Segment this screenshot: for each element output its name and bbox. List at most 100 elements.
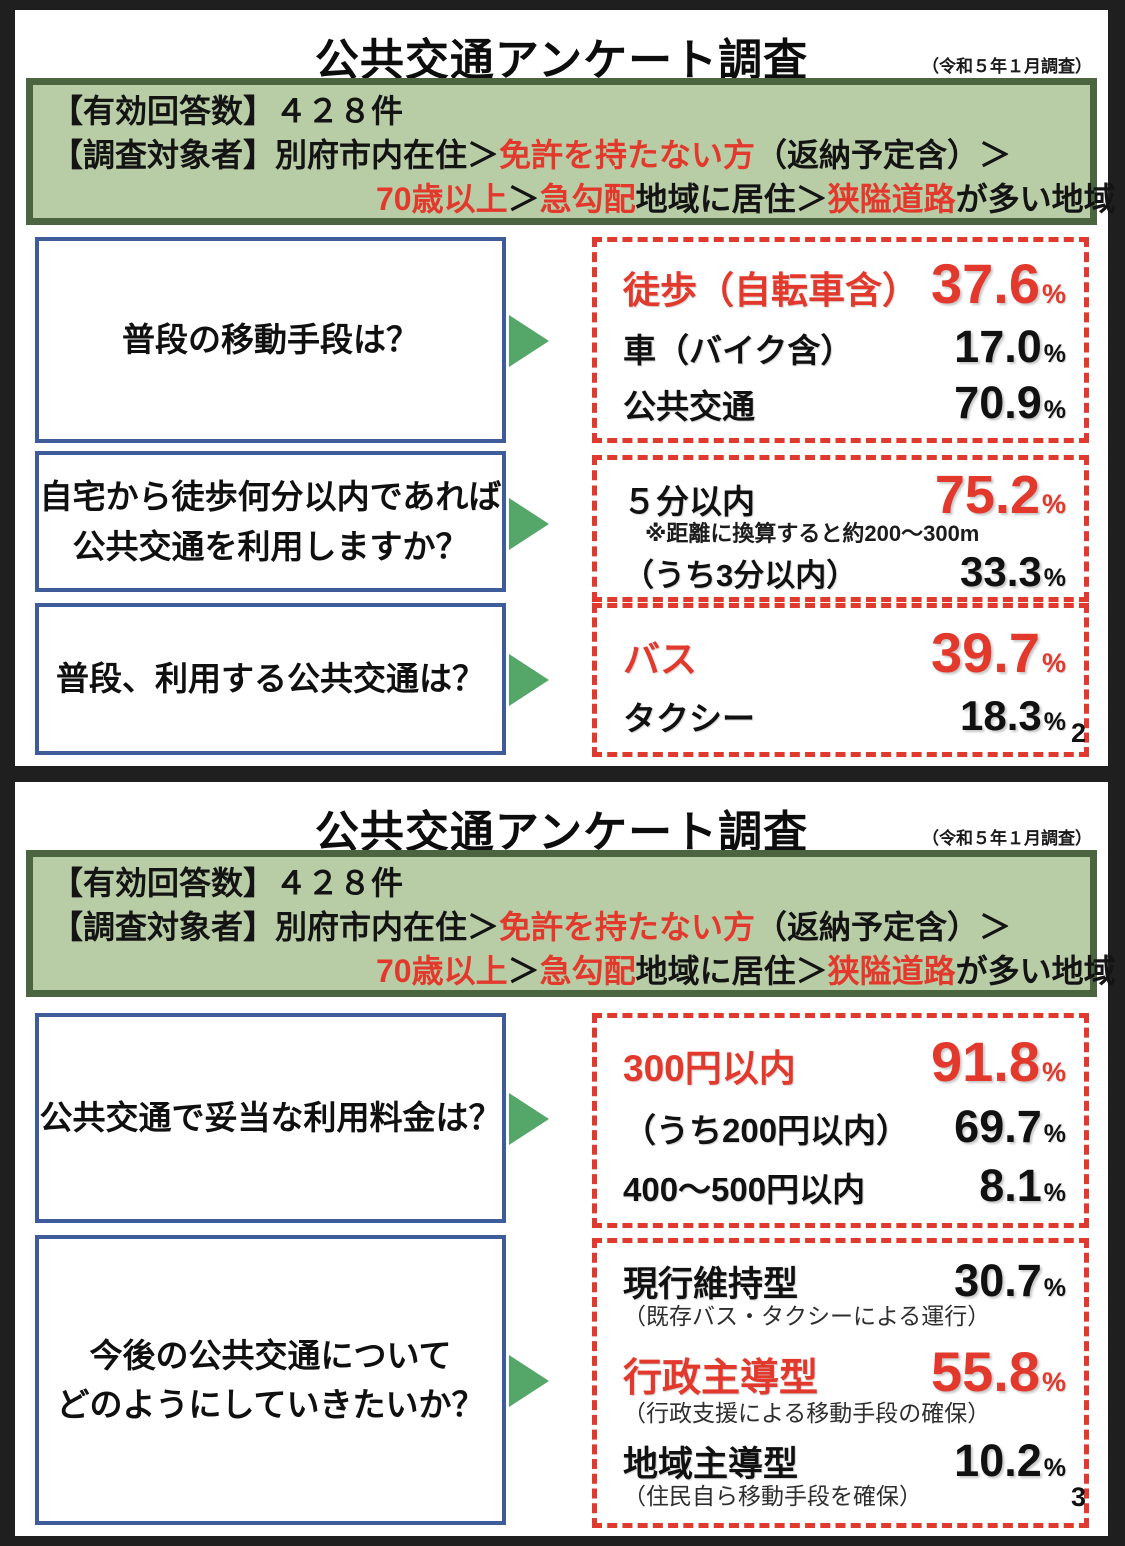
answer-row: 現行維持型 30.7% (611, 1255, 1070, 1307)
survey-line-targets-2: 70歳以上＞急勾配地域に居住＞狭隘道路が多い地域 (51, 177, 1116, 221)
answer-group: 行政主導型 55.8% （行政支援による移動手段の確保） (611, 1339, 1070, 1428)
answer-group: 現行維持型 30.7% （既存バス・タクシーによる運行） (611, 1255, 1070, 1331)
percent-sign: % (1043, 396, 1066, 425)
answer-row: バス 39.7% (611, 620, 1070, 685)
answer-label: （うち200円以内） (623, 1112, 910, 1149)
answer-note: ※距離に換算すると約200～300m (645, 521, 980, 546)
answer-row: （うち200円以内） 69.7% (611, 1101, 1070, 1153)
answer-value: 75.2% (934, 465, 1066, 525)
answer-caption: （行政支援による移動手段の確保） (623, 1399, 991, 1426)
answer-panel-1: 300円以内 91.8% （うち200円以内） 69.7% 400～500円以内… (592, 1013, 1089, 1228)
percent-sign: % (1043, 1273, 1066, 1302)
percent-sign: % (1041, 647, 1066, 678)
answer-panel-2: ５分以内 75.2% ※距離に換算すると約200～300m （うち3分以内） 3… (592, 455, 1089, 602)
percent-sign: % (1041, 489, 1066, 519)
survey-text-highlight: 急勾配 (539, 181, 636, 217)
answer-value: 8.1% (979, 1160, 1066, 1211)
percent-sign: % (1043, 1120, 1066, 1148)
survey-text: 地域に居住＞ (635, 953, 828, 989)
answer-value: 37.6% (930, 251, 1066, 315)
answer-label: バス (623, 638, 697, 680)
answer-row: 徒歩（自転車含） 37.6% (611, 251, 1070, 316)
slide-title-note: （令和５年１月調査） (922, 829, 1092, 848)
page-number: 3 (1070, 1482, 1086, 1512)
answer-row: 300円以内 91.8% (611, 1029, 1070, 1094)
answer-caption: （既存バス・タクシーによる運行） (623, 1302, 991, 1329)
answer-value: 30.7% (954, 1254, 1066, 1306)
survey-text-highlight: 狭隘道路 (827, 181, 956, 217)
question-box-2: 自宅から徒歩何分以内であれば 公共交通を利用しますか？ (35, 451, 506, 592)
answer-row: （うち3分以内） 33.3% (611, 548, 1070, 596)
survey-text-highlight: 免許を持たない方 (499, 137, 756, 173)
answer-label: 現行維持型 (623, 1264, 799, 1304)
slide-2: 公共交通アンケート調査 （令和５年１月調査） 【有効回答数】４２８件 【調査対象… (15, 782, 1116, 1536)
survey-text-highlight: 急勾配 (539, 953, 636, 989)
answer-value: 70.9% (954, 377, 1066, 429)
question-box-1: 普段の移動手段は？ (35, 237, 506, 443)
question-box-1: 公共交通で妥当な利用料金は？ (35, 1013, 506, 1223)
slide-title-note: （令和５年１月調査） (922, 57, 1092, 76)
arrow-right-icon (509, 315, 549, 367)
survey-line-targets: 【調査対象者】別府市内在住＞免許を持たない方（返納予定含）＞ (51, 905, 1072, 949)
slide-1: 公共交通アンケート調査 （令和５年１月調査） 【有効回答数】４２８件 【調査対象… (15, 10, 1116, 766)
percent-sign: % (1041, 1057, 1066, 1087)
percent-sign: % (1043, 1179, 1066, 1207)
answer-label: 300円以内 (623, 1048, 796, 1089)
arrow-right-icon (509, 1355, 549, 1407)
slide-title: 公共交通アンケート調査 (314, 808, 809, 857)
answer-label: （うち3分以内） (623, 558, 858, 593)
survey-text-highlight: 免許を持たない方 (499, 909, 756, 945)
survey-line-targets: 【調査対象者】別府市内在住＞免許を持たない方（返納予定含）＞ (51, 133, 1072, 177)
answer-row: 公共交通 70.9% (611, 377, 1070, 429)
survey-line-responses: 【有効回答数】４２８件 (51, 861, 1072, 905)
percent-sign: % (1043, 339, 1066, 368)
question-box-3: 普段、利用する公共交通は？ (35, 603, 506, 755)
survey-text: 地域に居住＞ (635, 181, 828, 217)
survey-summary-box: 【有効回答数】４２８件 【調査対象者】別府市内在住＞免許を持たない方（返納予定含… (26, 78, 1116, 225)
percent-sign: % (1041, 278, 1066, 309)
answer-value: 91.8% (930, 1030, 1066, 1093)
answer-value: 10.2% (954, 1435, 1066, 1487)
arrow-right-icon (509, 1093, 549, 1145)
answer-label: ５分以内 (623, 483, 755, 520)
survey-text-highlight: 70歳以上 (376, 181, 508, 217)
answer-panel-3: バス 39.7% タクシー 18.3% (592, 603, 1089, 757)
percent-sign: % (1043, 564, 1066, 592)
answer-label: 400～500円以内 (623, 1171, 866, 1208)
survey-text: 【有効回答数】４２８件 (51, 865, 404, 901)
answer-value: 39.7% (930, 620, 1066, 684)
answer-label: 行政主導型 (623, 1356, 819, 1400)
survey-text: が多い地域 (955, 181, 1116, 217)
answer-label: タクシー (623, 700, 755, 738)
answer-panel-2: 現行維持型 30.7% （既存バス・タクシーによる運行） 行政主導型 55.8%… (592, 1238, 1089, 1528)
answer-value: 17.0% (954, 320, 1066, 372)
percent-sign: % (1043, 1454, 1066, 1483)
answer-row: タクシー 18.3% (611, 692, 1070, 740)
survey-text: 【調査対象者】別府市内在住＞ (51, 909, 500, 945)
answer-label: 車（バイク含） (623, 331, 854, 369)
answer-value: 18.3% (960, 692, 1066, 740)
answer-label: 公共交通 (623, 388, 755, 426)
survey-text: ＞ (507, 181, 540, 217)
arrow-right-icon (509, 498, 549, 550)
percent-sign: % (1041, 1366, 1066, 1397)
arrow-right-icon (509, 654, 549, 706)
page-number: 2 (1070, 718, 1086, 748)
survey-text: ＞ (507, 953, 540, 989)
survey-line-targets-2: 70歳以上＞急勾配地域に居住＞狭隘道路が多い地域 (51, 949, 1116, 993)
survey-text: （返納予定含）＞ (755, 909, 1012, 945)
answer-group: 地域主導型 10.2% （住民自ら移動手段を確保） (611, 1435, 1070, 1511)
survey-text: が多い地域 (955, 953, 1116, 989)
answer-value: 55.8% (930, 1339, 1066, 1403)
survey-text: 【調査対象者】別府市内在住＞ (51, 137, 500, 173)
answer-panel-1: 徒歩（自転車含） 37.6% 車（バイク含） 17.0% 公共交通 70.9% (592, 237, 1089, 443)
answer-row: 車（バイク含） 17.0% (611, 321, 1070, 373)
answer-row: 400～500円以内 8.1% (611, 1160, 1070, 1212)
answer-value: 69.7% (954, 1101, 1066, 1152)
survey-summary-box: 【有効回答数】４２８件 【調査対象者】別府市内在住＞免許を持たない方（返納予定含… (26, 850, 1116, 997)
answer-row: 行政主導型 55.8% (611, 1339, 1070, 1404)
question-box-2: 今後の公共交通について どのようにしていきたいか？ (35, 1235, 506, 1525)
survey-text: （返納予定含）＞ (755, 137, 1012, 173)
percent-sign: % (1043, 708, 1066, 737)
